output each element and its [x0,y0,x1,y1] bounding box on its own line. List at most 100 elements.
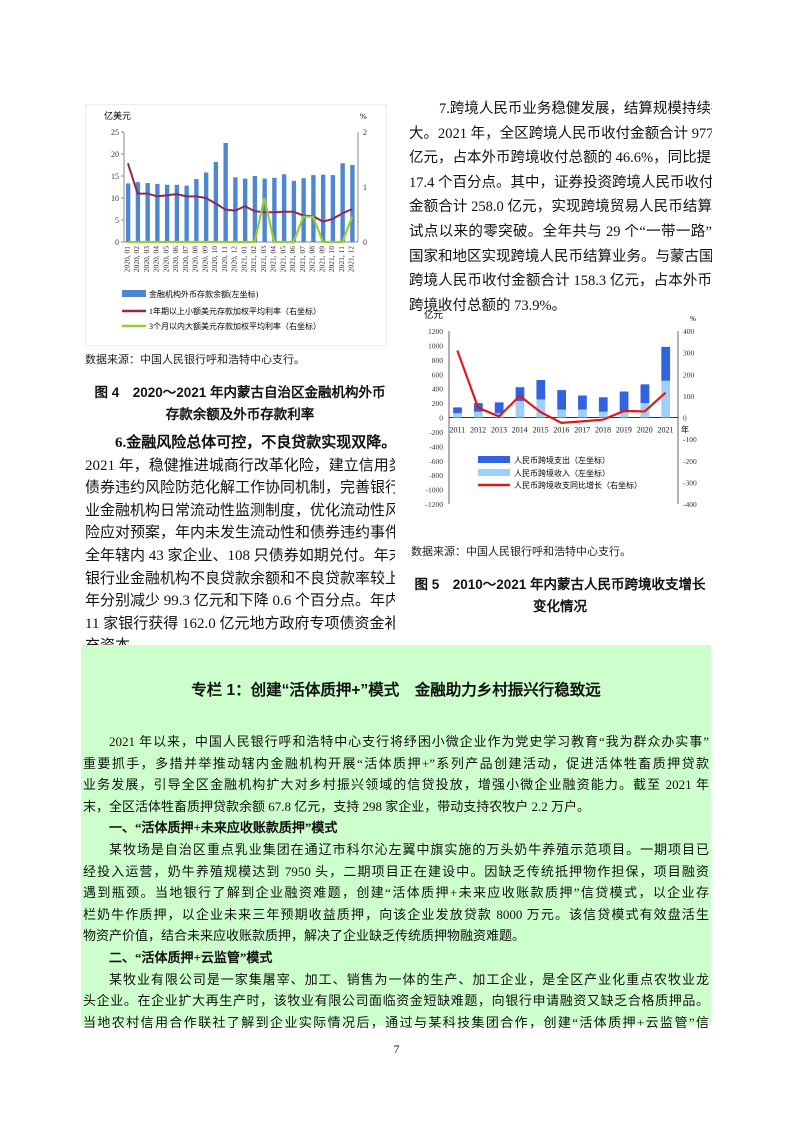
legend-swatch [478,469,510,476]
page-number: 7 [393,1042,400,1056]
text-line: 11 家银行获得 162.0 亿元地方政府专项债资金补 [85,615,395,632]
series-line [127,197,354,244]
legend-label: 3个月以内大额美元存款加权平均利率（右坐标） [149,321,321,331]
text-line: 业务发展，引导全区金融机构扩大对乡村振兴领域的信贷投放，增强小微企业融资能力。截… [83,777,709,793]
bar [320,174,326,242]
right-tick-label: -100 [683,435,697,444]
text-line: 年分别减少 99.3 亿元和下降 0.6 个百分点。年内 [85,593,395,610]
series-line [456,350,667,425]
text-line: 业金融机构日常流动性监测制度，优化流动性风 [85,502,395,519]
text-line: 2021 年，稳健推进城商行改革化险，建立信用类 [85,457,395,474]
bar [125,183,131,242]
left-tick-label: 20 [111,150,119,159]
text-line: 遇到瓶颈。当地银行了解到企业融资难题，创建“活体质押+未来应收账款质押”信贷模式… [83,885,709,901]
text-line: 试点以来的零突破。全年共与 29 个“一带一路” [409,223,712,240]
text-line: 2021 年以来，中国人民银行呼和浩特中心支行将纾困小微企业作为党史学习教育“我… [109,734,709,749]
left-tick-label: 800 [432,356,444,365]
x-tick-label: 2021, 07 [298,246,307,273]
bar [350,165,355,242]
bar-expenditure [557,390,566,410]
caption-line: 变化情况 [533,599,587,614]
text-line: 险应对预案，年内未发生流动性和债券违约事件。 [85,525,395,542]
bar [145,183,150,242]
text-line: 当地农村信用合作联社了解到企业实际情况后，通过与某科技集团合作，创建“活体质押+… [83,1014,709,1030]
left-tick-label: 0 [439,414,443,423]
legend-swatch [122,290,146,297]
section6-paragraph: 6.金融风险总体可控，不良贷款实现双降。 2021 年，稳健推进城商行改革化险，建… [85,432,395,658]
x-tick-label: 2021, 02 [249,246,258,273]
bar [252,176,258,242]
figure4-source: 数据来源：中国人民银行呼和浩特中心支行。 [85,354,305,366]
x-tick-label: 2020, 08 [191,246,200,273]
figure5-source: 数据来源：中国人民银行呼和浩特中心支行。 [411,546,631,558]
x-tick-label: 2021, 04 [269,246,278,273]
text-line: 头企业。在企业扩大再生产时，该牧业有限公司面临资金短缺难题，向银行申请融资又缺乏… [83,993,709,1009]
x-tick-label: 2021, 12 [347,246,356,273]
bar-income [557,409,566,418]
right-tick-label: 200 [683,370,695,379]
bar-income [515,400,525,418]
text-line: 债券违约风险防范化解工作协同机制，完善银行 [85,480,395,497]
legend-label: 金融机构外币存款余额(左坐标) [149,289,259,299]
right-tick-label: -200 [683,457,697,466]
bar-income [578,409,587,418]
bar-expenditure [578,395,587,410]
x-tick-label: 2013 [491,426,507,435]
bar [311,175,316,242]
left-tick-label: 1000 [428,341,443,350]
x-tick-label: 2020, 01 [122,246,131,273]
bar-expenditure [640,384,650,404]
right-tick-label: 0 [683,414,687,423]
x-tick-label: 2020 [637,426,653,435]
bar-income [661,380,671,418]
x-tick-label: 2020, 12 [230,246,239,273]
x-tick-label: 2020, 03 [142,246,151,273]
text-line: 金额合计 258.0 亿元，实现跨境贸易人民币结算 [409,199,712,216]
text-line: 重要抓手，多措并举推动辖内金融机构开展“活体质押+”系列产品创建活动，促进活体牲… [83,755,709,771]
text-line: 银行业金融机构不良贷款余额和不良贷款率较上 [85,570,395,587]
text-line: 栏奶牛作质押，以企业未来三年预期收益质押，向该企业发放贷款 8000 万元。该信… [83,906,709,922]
right-axis-label: % [360,112,367,121]
column-box: 专栏 1：创建“活体质押+”模式 金融助力乡村振兴行稳致远 2021 年以来，中… [81,645,711,1030]
box-body: 2021 年以来，中国人民银行呼和浩特中心支行将纾困小微企业作为党史学习教育“我… [83,731,709,1033]
section7-paragraph: 7.跨境人民币业务稳健发展，结算规模持续扩 大。2021 年，全区跨境人民币收付金… [409,97,712,318]
bar [281,174,287,242]
x-tick-label: 2012 [470,426,486,435]
x-tick-label: 2020, 09 [200,246,209,273]
right-tick-label: 0 [363,238,367,247]
bar [301,178,306,242]
x-tick-label: 2020, 04 [152,246,161,273]
text-line: 大。2021 年，全区跨境人民币收付金额合计 977.7 [409,125,712,142]
right-tick-label: 400 [683,327,695,336]
x-tick-label: 2018 [595,426,611,435]
x-tick-label: 2014 [512,426,528,435]
bar-income [473,411,483,418]
caption-line: 存款余额及外币存款利率 [165,407,315,422]
bar [330,175,336,242]
bar-income [453,413,462,418]
bar-expenditure [515,387,525,401]
bar [155,183,160,242]
x-tick-label: 2020, 06 [171,246,180,273]
x-axis-label: 年 [681,425,689,435]
legend-label: 人民币跨境支出（左坐标） [514,455,610,465]
left-tick-label: -400 [429,442,443,451]
bar [184,185,189,242]
text-line: 6.金融风险总体可控，不良贷款实现双降。 [115,435,395,451]
bar [242,178,248,242]
x-tick-label: 2021, 10 [327,246,336,273]
left-tick-label: 5 [115,216,119,225]
x-tick-label: 2021, 06 [288,246,297,273]
x-tick-label: 2021, 05 [278,246,287,273]
text-line: 跨境人民币收付金额合计 158.3 亿元，占本外币 [409,273,712,290]
bar [340,163,345,242]
text-line: 17.4 个百分点。其中，证券投资跨境人民币收付 [409,174,712,191]
x-tick-label: 2011 [449,426,465,435]
x-tick-label: 2020, 07 [181,246,190,273]
right-tick-label: 300 [683,349,695,358]
bar-income [619,411,629,418]
bar-income [598,411,608,418]
x-tick-label: 2015 [533,426,549,435]
bar-expenditure [661,346,671,381]
